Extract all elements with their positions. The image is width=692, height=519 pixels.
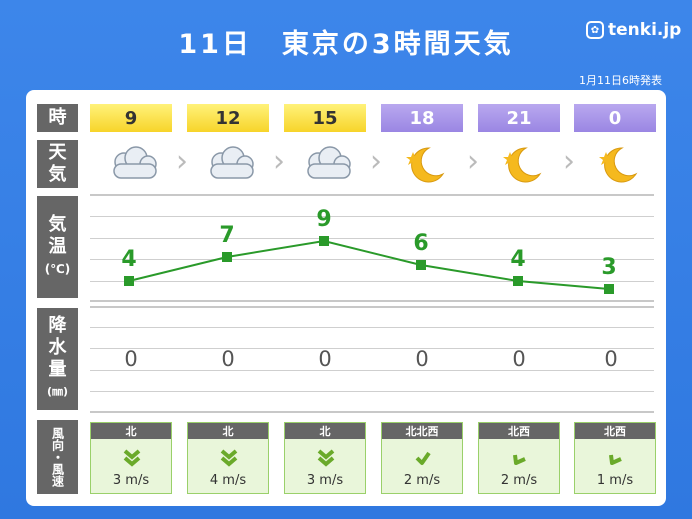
wind-direction: 北西	[479, 423, 559, 439]
wind-double-chevron-down-icon	[220, 449, 238, 467]
precip-value-9: 0	[124, 347, 138, 371]
wind-speed: 3 m/s	[112, 473, 150, 488]
temp-label-21: 4	[510, 247, 526, 272]
temp-label-12: 7	[219, 223, 235, 248]
divider	[90, 411, 654, 413]
wind-cell-18: 北北西 2 m/s	[381, 422, 463, 494]
row-header-precip-char: 降	[48, 315, 67, 336]
hour-label: 21	[506, 107, 532, 129]
wind-speed: 2 m/s	[500, 473, 538, 488]
row-header-temp-char: 気	[48, 214, 67, 235]
hour-header-9: 9	[90, 104, 172, 132]
row-header-time: 時	[37, 104, 78, 132]
tenki-logo-icon: ✿	[586, 21, 604, 39]
row-header-precip-char: 量	[48, 359, 67, 380]
row-header-precip-char: 水	[48, 337, 67, 358]
gridline	[90, 370, 654, 371]
chevron-right-icon: ›	[273, 144, 285, 179]
gridline	[90, 391, 654, 392]
gridline	[90, 327, 654, 328]
row-header-precip: 降 水 量 (㎜)	[37, 308, 78, 410]
hour-label: 0	[608, 107, 622, 129]
wind-speed: 1 m/s	[596, 473, 634, 488]
wind-arrow-icon	[415, 451, 431, 465]
precip-value-18: 0	[415, 347, 429, 371]
wind-direction: 北西	[575, 423, 655, 439]
wind-double-chevron-down-icon	[317, 449, 335, 467]
moon-star-icon	[503, 147, 542, 183]
row-header-time-label: 時	[48, 107, 67, 128]
hour-label: 18	[409, 107, 435, 129]
brand-logo: ✿ tenki.jp	[586, 20, 681, 40]
wind-direction: 北	[188, 423, 268, 439]
divider	[90, 300, 654, 302]
chevron-right-icon: ›	[467, 144, 479, 179]
hour-header-21: 21	[478, 104, 560, 132]
hour-label: 9	[124, 107, 138, 129]
gridline	[90, 281, 654, 282]
gridline	[90, 238, 654, 239]
wind-cell-15: 北 3 m/s	[284, 422, 366, 494]
wind-speed: 3 m/s	[306, 473, 344, 488]
row-header-temp: 気 温 (℃)	[37, 196, 78, 298]
row-header-wind: 風向・風速	[37, 420, 78, 494]
page-title: 11日 東京の3時間天気	[178, 29, 514, 60]
temp-label-9: 4	[121, 247, 137, 272]
row-header-wind-label: 風向・風速	[50, 427, 65, 487]
issued-time: 1月11日6時発表	[579, 74, 662, 87]
wind-cell-9: 北 3 m/s	[90, 422, 172, 494]
wind-direction: 北北西	[382, 423, 462, 439]
hour-header-0: 0	[574, 104, 656, 132]
hour-label: 12	[215, 107, 241, 129]
moon-star-icon	[599, 147, 638, 183]
chevron-right-icon: ›	[370, 144, 382, 179]
gridline	[90, 259, 654, 260]
wind-cell-12: 北 4 m/s	[187, 422, 269, 494]
cloud-icon	[307, 146, 351, 179]
wind-speed: 2 m/s	[403, 473, 441, 488]
precip-value-0: 0	[604, 347, 618, 371]
precip-value-12: 0	[221, 347, 235, 371]
wind-cell-21: 北西 2 m/s	[478, 422, 560, 494]
row-header-temp-unit: (℃)	[44, 262, 71, 276]
wind-speed: 4 m/s	[209, 473, 247, 488]
moon-star-icon	[406, 147, 445, 183]
row-header-weather: 天 気	[37, 140, 78, 188]
row-header-temp-char: 温	[48, 236, 67, 257]
chevron-right-icon: ›	[176, 144, 188, 179]
hour-label: 15	[312, 107, 338, 129]
hour-header-12: 12	[187, 104, 269, 132]
row-header-weather-char: 気	[48, 164, 67, 185]
precip-value-15: 0	[318, 347, 332, 371]
wind-arrow-icon	[609, 454, 622, 465]
temp-label-0: 3	[601, 255, 617, 280]
cloud-icon	[210, 146, 254, 179]
gridline	[90, 348, 654, 349]
wind-arrow-icon	[513, 454, 526, 465]
brand-name: tenki.jp	[608, 20, 682, 40]
row-header-precip-unit: (㎜)	[46, 385, 69, 398]
wind-direction: 北	[91, 423, 171, 439]
precip-value-21: 0	[512, 347, 526, 371]
temp-label-18: 6	[413, 231, 429, 256]
chevron-right-icon: ›	[563, 144, 575, 179]
wind-direction: 北	[285, 423, 365, 439]
hour-header-15: 15	[284, 104, 366, 132]
hour-header-18: 18	[381, 104, 463, 132]
gridline	[90, 216, 654, 217]
row-header-weather-char: 天	[48, 142, 67, 163]
wind-double-chevron-down-icon	[123, 449, 141, 467]
temp-label-15: 9	[316, 207, 332, 232]
cloud-icon	[113, 146, 157, 179]
divider	[90, 194, 654, 196]
wind-cell-0: 北西 1 m/s	[574, 422, 656, 494]
divider	[90, 306, 654, 308]
